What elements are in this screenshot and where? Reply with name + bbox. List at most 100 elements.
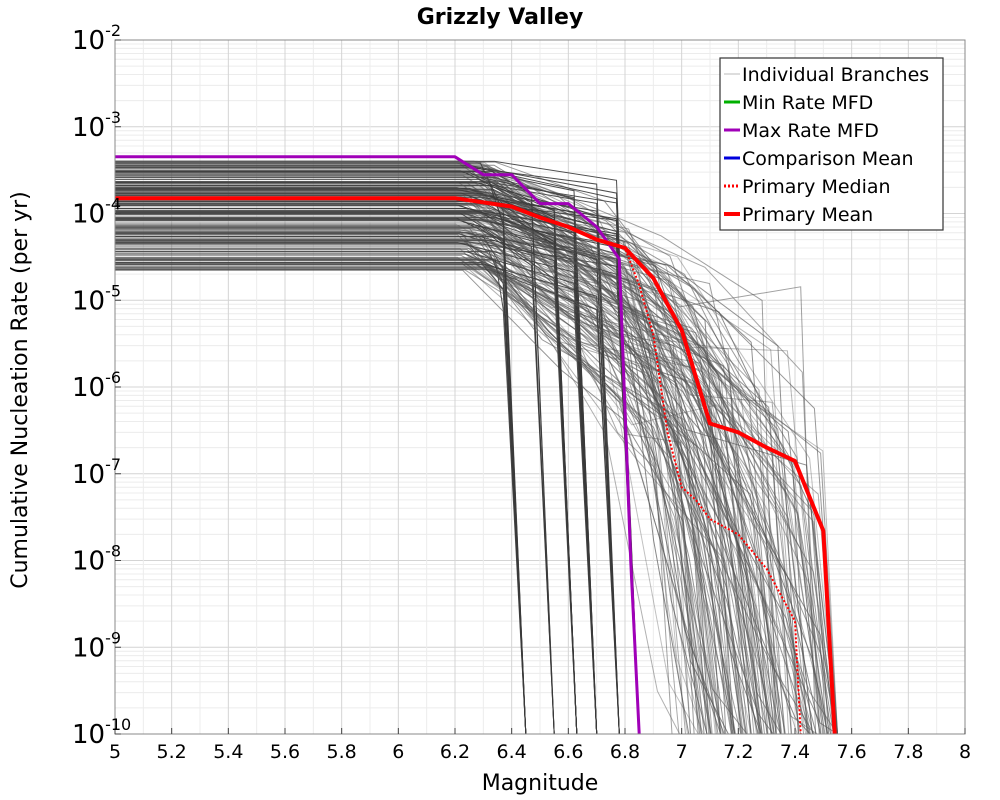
y-tick-exponent: -10 — [105, 715, 131, 734]
individual-branch-line — [115, 203, 822, 734]
x-tick-label: 6.4 — [497, 741, 527, 763]
y-tick-base: 10 — [72, 286, 105, 316]
individual-branch-line — [115, 241, 775, 734]
individual-branch-line — [115, 243, 808, 734]
x-tick-label: 6 — [392, 741, 404, 763]
primary-mean-line — [115, 196, 837, 734]
y-tick-exponent: -5 — [105, 281, 121, 300]
y-tick-base: 10 — [72, 460, 105, 490]
individual-branch-line — [115, 258, 748, 734]
individual-branch-line — [115, 191, 777, 734]
x-tick-label: 5.6 — [270, 741, 300, 763]
individual-branch-line — [115, 204, 702, 734]
individual-branch-line — [115, 260, 729, 734]
legend: Individual Branches Min Rate MFD Max Rate … — [719, 57, 944, 231]
individual-branch-line — [115, 263, 620, 734]
individual-branch-line — [115, 163, 777, 734]
individual-branch-line — [115, 238, 827, 734]
individual-branch-line — [115, 247, 762, 734]
x-tick-label: 7.4 — [780, 741, 810, 763]
individual-branch-line — [115, 219, 814, 734]
x-tick-label: 6.2 — [440, 741, 470, 763]
individual-branch-line — [115, 169, 786, 734]
x-tick-label: 7.2 — [723, 741, 753, 763]
x-tick-label: 8 — [959, 741, 971, 763]
x-tick-label: 7.8 — [893, 741, 923, 763]
y-tick-exponent: -3 — [105, 108, 121, 127]
y-tick-label: 10-5 — [72, 281, 121, 316]
x-tick-label: 5.4 — [213, 741, 243, 763]
y-tick-label: 10-6 — [72, 368, 121, 403]
individual-branch-line — [115, 212, 726, 734]
y-tick-label: 10-4 — [72, 195, 121, 230]
individual-branch-line — [115, 258, 681, 734]
legend-label: Primary Median — [742, 176, 891, 198]
individual-branch-line — [115, 160, 809, 734]
individual-branch-line — [115, 211, 811, 734]
individual-branch-line — [115, 192, 822, 734]
individual-branch-line — [115, 202, 768, 734]
individual-branch-line — [115, 178, 578, 734]
legend-label: Min Rate MFD — [742, 92, 873, 114]
individual-branch-line — [115, 185, 620, 734]
individual-branch-line — [115, 163, 782, 734]
individual-branch-line — [115, 194, 798, 734]
legend-label: Max Rate MFD — [742, 120, 879, 142]
individual-branch-line — [115, 208, 640, 734]
individual-branch-line — [115, 181, 830, 734]
y-tick-label: 10-7 — [72, 455, 121, 490]
y-tick-base: 10 — [72, 720, 105, 750]
individual-branch-line — [115, 265, 747, 734]
y-tick-base: 10 — [72, 113, 105, 143]
individual-branch-line — [115, 226, 762, 734]
individual-branch-line — [115, 194, 775, 734]
individual-branch-line — [115, 211, 598, 734]
individual-branch-line — [115, 165, 640, 734]
x-tick-label: 5.2 — [157, 741, 187, 763]
individual-branch-line — [115, 254, 810, 734]
chart-title: Grizzly Valley — [417, 5, 584, 30]
y-tick-exponent: -4 — [105, 195, 121, 214]
y-tick-label: 10-10 — [72, 715, 131, 750]
legend-box — [719, 57, 944, 231]
individual-branch-line — [115, 242, 598, 734]
individual-branch-line — [115, 227, 555, 734]
individual-branch-line — [115, 269, 839, 734]
individual-branch-line — [115, 210, 690, 734]
y-tick-exponent: -2 — [105, 21, 121, 40]
x-axis-ticks: 5 5.2 5.4 5.6 5.8 6 6.2 6.4 6.6 6.8 7 7.2 7.4 7.6 7.8 8 — [109, 728, 971, 763]
x-tick-label: 5 — [109, 741, 121, 763]
individual-branch-line — [115, 250, 701, 734]
individual-branch-line — [115, 225, 742, 734]
individual-branch-line — [115, 160, 742, 734]
legend-label: Comparison Mean — [742, 148, 914, 170]
x-axis-label: Magnitude — [482, 771, 599, 796]
individual-branch-line — [115, 220, 839, 734]
y-tick-base: 10 — [72, 26, 105, 56]
individual-branch-line — [115, 236, 687, 734]
individual-branch-line — [115, 260, 719, 734]
individual-branch-line — [115, 228, 722, 734]
max-rate-mfd-line — [115, 155, 641, 734]
individual-branch-line — [115, 239, 733, 734]
individual-branch-line — [115, 238, 815, 734]
individual-branch-line — [115, 230, 811, 734]
individual-branch-line — [115, 162, 792, 734]
individual-branch-line — [115, 233, 733, 734]
individual-branch-line — [115, 200, 640, 734]
y-tick-label: 10-9 — [72, 628, 121, 663]
x-tick-label: 5.8 — [327, 741, 357, 763]
x-tick-label: 6.6 — [553, 741, 583, 763]
individual-branch-line — [115, 176, 777, 734]
individual-branch-line — [115, 231, 774, 734]
series-group — [115, 155, 837, 734]
y-tick-base: 10 — [72, 200, 105, 230]
individual-branch-line — [115, 248, 839, 734]
individual-branch-line — [115, 172, 578, 734]
y-tick-exponent: -8 — [105, 542, 121, 561]
y-tick-label: 10-8 — [72, 542, 121, 577]
y-tick-base: 10 — [72, 633, 105, 663]
legend-label: Primary Mean — [742, 204, 873, 226]
individual-branch-line — [115, 224, 640, 734]
